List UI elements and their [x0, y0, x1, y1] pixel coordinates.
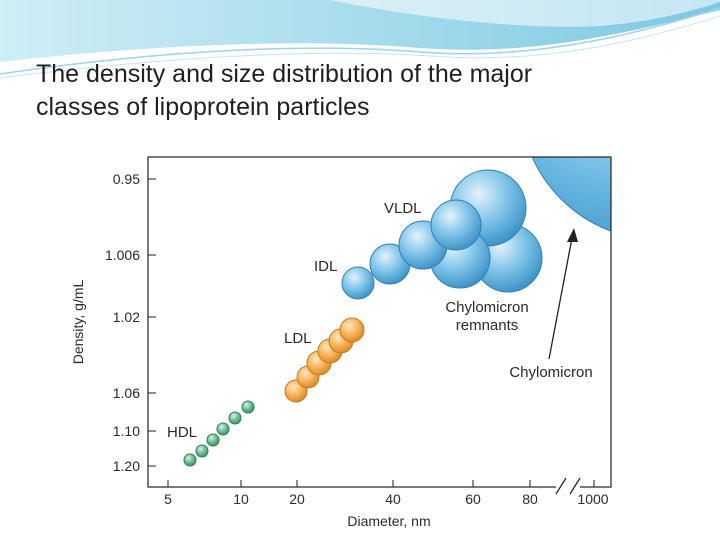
chylomicron-particle: [531, 157, 611, 232]
chylomicron-remnants-label-line-1: Chylomicron: [445, 299, 528, 316]
y-axis: 0.95 1.006 1.02 1.06 1.10 1.20: [105, 171, 156, 474]
hdl-particle: [206, 433, 220, 447]
slide-title-line-2: classes of lipoprotein particles: [36, 93, 370, 121]
idl-label: IDL: [314, 258, 337, 275]
hdl-particle: [241, 400, 255, 414]
hdl-particle: [195, 444, 209, 458]
y-tick-label: 1.06: [113, 385, 140, 401]
x-tick-label: 40: [385, 491, 401, 507]
hdl-particle: [228, 411, 242, 425]
hdl-particle: [216, 422, 230, 436]
x-axis-title: Diameter, nm: [347, 513, 430, 529]
x-tick-label: 80: [522, 491, 538, 507]
idl-particle: [341, 266, 375, 300]
header-wave-line: [0, 15, 720, 79]
ldl-particle: [339, 317, 365, 343]
chylomicron-remnants-label-line-2: remnants: [456, 317, 519, 334]
y-tick-label: 1.20: [113, 458, 140, 474]
hdl-particle: [183, 453, 197, 467]
y-tick-label: 1.006: [105, 247, 140, 263]
vldl-particle: [430, 199, 482, 251]
x-axis-break-mark: [555, 477, 567, 495]
x-tick-label: 10: [233, 491, 249, 507]
y-tick-label: 1.10: [113, 423, 140, 439]
chylomicron-arrowhead: [567, 228, 578, 242]
y-axis-title: Density, g/mL: [70, 280, 86, 365]
slide-title: The density and size distribution of the…: [36, 58, 696, 124]
x-tick-label: 60: [465, 491, 481, 507]
x-tick-label: 5: [164, 491, 172, 507]
y-tick-label: 0.95: [113, 171, 140, 187]
slide-title-line-1: The density and size distribution of the…: [36, 60, 533, 88]
vldl-label: VLDL: [384, 200, 422, 217]
slide-header-decoration: [0, 0, 720, 79]
header-wave-line: [0, 7, 720, 75]
hdl-label: HDL: [167, 424, 197, 441]
header-white-swoosh: [330, 0, 720, 27]
chylomicron-arrow-shaft: [548, 237, 573, 360]
x-tick-label: 20: [289, 491, 305, 507]
x-axis-break-mark: [569, 477, 581, 495]
ldl-label: LDL: [284, 330, 312, 347]
plot-frame: [147, 156, 612, 488]
x-tick-label: 1000: [577, 491, 608, 507]
y-tick-label: 1.02: [113, 309, 140, 325]
chylomicron-label: Chylomicron: [509, 364, 592, 381]
x-axis: 5 10 20 40 60 80 1000: [164, 480, 609, 507]
